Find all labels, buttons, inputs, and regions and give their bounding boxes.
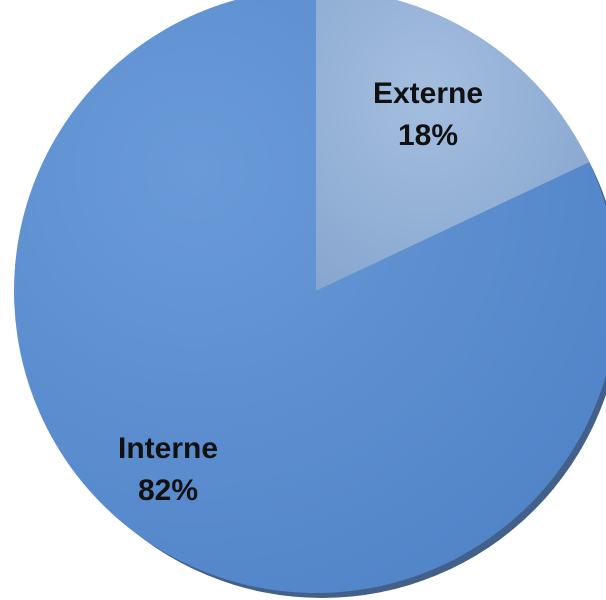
pie-slice-interne — [14, 0, 606, 593]
pie-labels: Externe 18% Interne 82% — [118, 77, 483, 507]
pie-slice-externe — [316, 0, 590, 291]
pie-slices — [14, 0, 606, 593]
slice-value-interne: 82% — [138, 474, 198, 507]
slice-label-externe: Externe — [373, 77, 483, 110]
slice-value-externe: 18% — [398, 119, 458, 152]
slice-label-interne: Interne — [118, 432, 218, 465]
